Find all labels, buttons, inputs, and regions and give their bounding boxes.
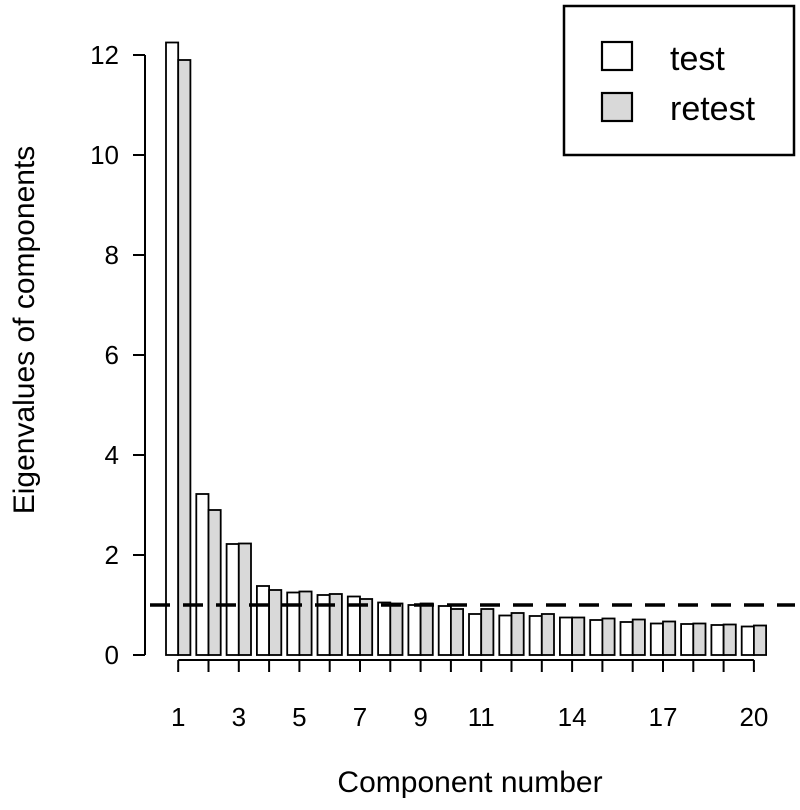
x-tick-label-14: 14 (558, 702, 587, 732)
bar-retest-9 (419, 602, 434, 656)
legend-swatch-retest (600, 91, 634, 123)
bar-test-13 (528, 615, 543, 656)
x-tick-label-1: 1 (171, 702, 185, 732)
bar-test-20 (740, 625, 755, 656)
x-axis: 1 3 5 7 9 11 14 17 20 (171, 659, 768, 732)
legend-box (562, 4, 796, 157)
y-tick-label-8: 8 (105, 240, 119, 270)
bar-test-5 (286, 591, 301, 656)
bar-test-2 (195, 493, 210, 656)
bar-test-4 (255, 585, 270, 656)
bar-retest-14 (571, 616, 586, 656)
bar-test-14 (559, 616, 574, 656)
bar-test-1 (165, 41, 180, 656)
bar-test-18 (680, 623, 695, 656)
bar-test-16 (619, 621, 634, 656)
bar-retest-4 (268, 589, 283, 656)
bar-test-19 (710, 624, 725, 656)
legend-swatch-test (600, 40, 634, 72)
bar-test-11 (468, 613, 483, 656)
bar-retest-18 (692, 622, 707, 656)
bar-retest-6 (328, 593, 343, 656)
bar-test-9 (407, 604, 422, 656)
bar-retest-13 (540, 613, 555, 656)
bar-retest-12 (510, 612, 525, 656)
bar-retest-8 (389, 602, 404, 656)
legend-label-retest: retest (670, 90, 756, 128)
y-tick-label-6: 6 (105, 340, 119, 370)
y-tick-label-10: 10 (90, 140, 119, 170)
bar-test-15 (589, 619, 604, 656)
x-tick-label-7: 7 (353, 702, 367, 732)
legend-label-test: test (670, 40, 725, 78)
bar-test-3 (225, 543, 240, 656)
bar-retest-20 (753, 624, 768, 656)
bar-retest-16 (631, 618, 646, 656)
y-tick-label-12: 12 (90, 40, 119, 70)
bar-test-17 (649, 622, 664, 656)
bar-retest-10 (449, 608, 464, 656)
bar-retest-2 (207, 509, 222, 656)
bars-layer (165, 41, 768, 656)
x-tick-label-17: 17 (649, 702, 678, 732)
bar-retest-15 (601, 617, 616, 656)
x-tick-label-11: 11 (468, 702, 495, 732)
bar-retest-3 (237, 542, 252, 656)
bar-retest-7 (359, 598, 374, 656)
x-tick-label-9: 9 (413, 702, 427, 732)
bar-retest-11 (480, 608, 495, 656)
bar-test-10 (437, 605, 452, 656)
legend: test retest (562, 4, 796, 157)
x-tick-label-5: 5 (292, 702, 306, 732)
bar-test-12 (498, 614, 513, 656)
bar-test-8 (377, 601, 392, 656)
y-axis-title: Eigenvalues of components (8, 146, 41, 515)
bar-retest-17 (662, 620, 677, 656)
y-tick-label-2: 2 (105, 540, 119, 570)
y-tick-label-0: 0 (105, 640, 119, 670)
y-axis: 0 2 4 6 8 10 12 (90, 40, 146, 670)
x-tick-label-20: 20 (739, 702, 768, 732)
x-tick-label-3: 3 (232, 702, 246, 732)
y-tick-label-4: 4 (105, 440, 119, 470)
x-axis-title: Component number (337, 766, 602, 799)
bar-retest-19 (722, 623, 737, 656)
bar-retest-1 (177, 59, 192, 656)
bar-retest-5 (298, 590, 313, 656)
